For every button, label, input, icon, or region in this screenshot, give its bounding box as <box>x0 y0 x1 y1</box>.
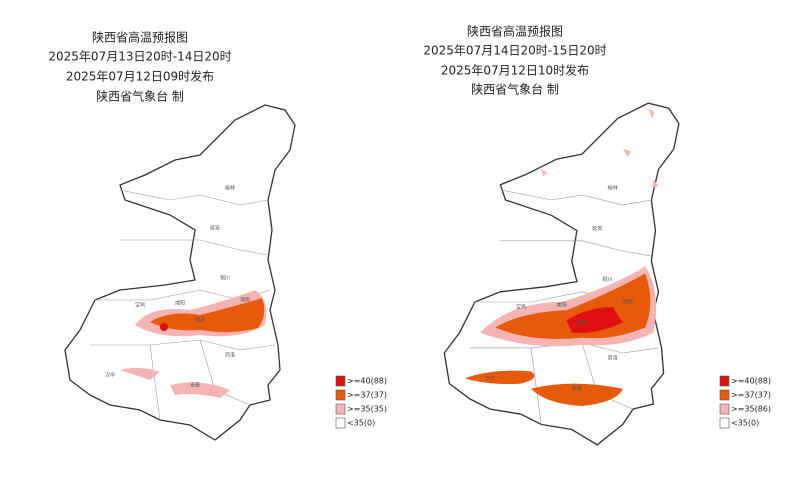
city-label: 汉中 <box>485 375 495 382</box>
heat-35-south <box>120 367 230 398</box>
legend-label: >=37(37) <box>731 391 771 400</box>
legend-swatch <box>719 417 730 429</box>
map-title: 陕西省高温预报图 <box>467 24 563 39</box>
map-issuer: 陕西省气象台 制 <box>96 89 184 104</box>
city-label: 铜川 <box>220 275 230 282</box>
city-label: 榆林 <box>607 184 617 191</box>
city-label: 宝鸡 <box>135 302 145 309</box>
city-label: 宝鸡 <box>516 304 526 311</box>
city-label: 渭南 <box>240 297 250 304</box>
legend-swatch <box>335 389 346 401</box>
legend-label: >=35(35) <box>347 405 387 414</box>
city-label: 铜川 <box>602 276 612 283</box>
city-label: 延安 <box>210 225 220 232</box>
legend-label: >=35(86) <box>731 405 771 414</box>
map-issuer: 陕西省气象台 制 <box>471 82 559 97</box>
county-lines <box>90 189 276 421</box>
map-period: 2025年07月14日20时-15日20时 <box>423 44 606 58</box>
heat-40 <box>566 307 623 333</box>
heat-37-south <box>464 370 623 407</box>
city-label: 汉中 <box>105 372 115 379</box>
heat-37 <box>150 298 265 333</box>
legend-swatch <box>335 403 346 415</box>
map-title: 陕西省高温预报图 <box>92 30 188 45</box>
legend-swatch <box>719 389 730 401</box>
city-label: 延安 <box>592 225 602 232</box>
legend-swatch <box>719 375 730 387</box>
city-label: 咸阳 <box>175 300 185 307</box>
legend-label: <35(0) <box>347 419 375 428</box>
city-label: 安康 <box>190 382 200 389</box>
heat-40 <box>160 323 168 331</box>
map-issued: 2025年07月12日10时发布 <box>441 63 589 78</box>
city-label: 榆林 <box>225 185 235 192</box>
legend-swatch <box>335 417 346 429</box>
city-label: 商洛 <box>607 355 617 362</box>
city-label: 商洛 <box>225 352 235 359</box>
legend-swatch <box>335 375 346 387</box>
city-label: 西安 <box>195 317 205 324</box>
legend-swatch <box>719 403 730 415</box>
city-label: 渭南 <box>623 299 633 306</box>
legend-label: <35(0) <box>731 419 759 428</box>
city-label: 西安 <box>577 319 587 326</box>
city-label: 安康 <box>572 385 582 392</box>
legend-label: >=37(37) <box>347 391 387 400</box>
map-period: 2025年07月13日20时-14日20时 <box>48 50 231 64</box>
legend-label: >=40(88) <box>731 377 771 386</box>
map-issued: 2025年07月12日09时发布 <box>66 69 214 84</box>
legend-label: >=40(88) <box>347 377 387 386</box>
city-label: 咸阳 <box>556 302 566 309</box>
